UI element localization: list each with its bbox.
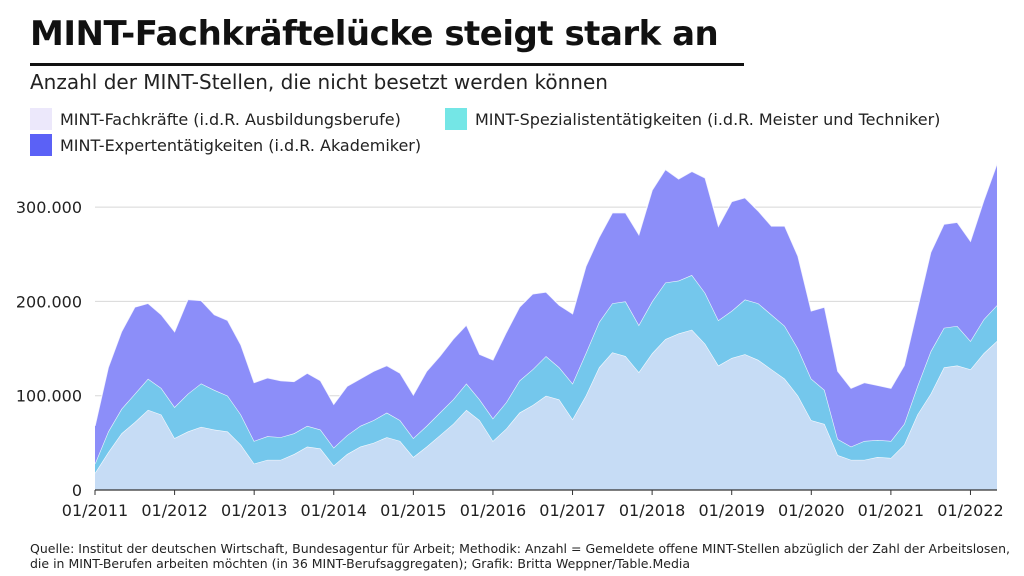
area-experten	[95, 163, 997, 464]
x-tick-label: 01/2022	[937, 501, 1003, 520]
legend-swatch-fachkraefte	[30, 108, 52, 130]
legend-swatch-spezialisten	[445, 108, 467, 130]
stacked-area-chart: 0 100.000 200.000 300.000 01/2011 01/2012 01/2…	[16, 163, 1004, 520]
area-experten-edge	[94, 163, 998, 427]
legend-item-experten: MINT-Expertentätigkeiten (i.d.R. Akademi…	[30, 134, 421, 156]
x-tick-label: 01/2014	[301, 501, 367, 520]
x-tick-label: 01/2021	[858, 501, 924, 520]
legend-label-fachkraefte: MINT-Fachkräfte (i.d.R. Ausbildungsberuf…	[60, 109, 401, 129]
x-tick-label: 01/2011	[62, 501, 128, 520]
x-tick-label: 01/2017	[539, 501, 605, 520]
legend-swatch-experten	[30, 134, 52, 156]
title-underline	[30, 63, 744, 66]
chart-title: MINT-Fachkräftelücke steigt stark an	[30, 14, 719, 54]
x-tick-label: 01/2015	[380, 501, 446, 520]
y-tick-label: 100.000	[16, 387, 82, 406]
y-tick-label: 0	[72, 481, 82, 500]
legend-label-spezialisten: MINT-Spezialistentätigkeiten (i.d.R. Mei…	[475, 109, 941, 129]
x-tick-label: 01/2018	[619, 501, 685, 520]
area-spezialisten	[95, 275, 997, 474]
y-tick-label: 200.000	[16, 292, 82, 311]
x-tick-label: 01/2013	[221, 501, 287, 520]
x-tick-label: 01/2016	[460, 501, 526, 520]
y-tick-label: 300.000	[16, 198, 82, 217]
chart-subtitle: Anzahl der MINT-Stellen, die nicht beset…	[30, 70, 608, 94]
source-note: Quelle: Institut der deutschen Wirtschaf…	[30, 541, 1010, 571]
legend-item-spezialisten: MINT-Spezialistentätigkeiten (i.d.R. Mei…	[445, 108, 940, 130]
area-layer	[94, 163, 998, 490]
x-tick-label: 01/2012	[141, 501, 207, 520]
x-tick-label: 01/2019	[698, 501, 764, 520]
x-tick-label: 01/2020	[778, 501, 844, 520]
axis-layer: 0 100.000 200.000 300.000 01/2011 01/2012 01/2…	[16, 198, 1004, 520]
legend-item-fachkraefte: MINT-Fachkräfte (i.d.R. Ausbildungsberuf…	[30, 108, 401, 130]
legend-label-experten: MINT-Expertentätigkeiten (i.d.R. Akademi…	[60, 135, 422, 155]
